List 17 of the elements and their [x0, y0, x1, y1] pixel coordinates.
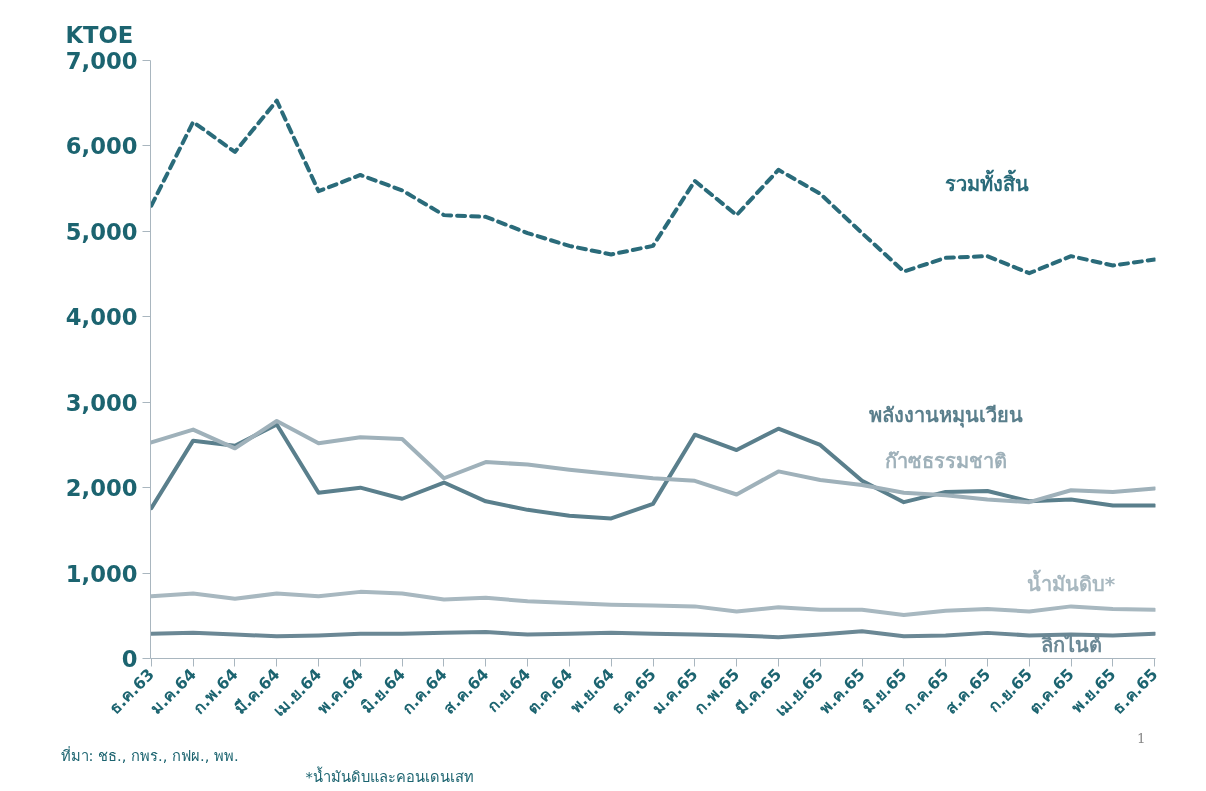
y-tick-label: 5,000 [65, 218, 138, 245]
y-tick-label: 6,000 [65, 133, 138, 160]
text: ที่มา: ชธ., กพร., กฟผ., พพ. [60, 745, 239, 764]
text: รวมทั้งสิ้น [945, 169, 1030, 197]
line-series [150, 98, 1156, 276]
y-tick-label: 0 [121, 646, 138, 672]
y-tick-label: 1,000 [65, 560, 138, 587]
y-tick-label: 2,000 [65, 475, 138, 502]
y-tick-label: 4,000 [65, 304, 138, 331]
series-label: ก๊าซธรรมชาติ [884, 449, 1007, 474]
series-label: น้ำมันดิบ* [1026, 569, 1116, 597]
y-tick-label: 3,000 [65, 389, 138, 416]
text: *น้ำมันดิบและคอนเดนเสท [305, 765, 474, 785]
text: 1 [1137, 730, 1146, 746]
y-tick-label: 7,000 [65, 48, 138, 74]
y-axis-title: KTOE [65, 22, 134, 48]
text: พลังงานหมุนเวียน [868, 402, 1023, 428]
